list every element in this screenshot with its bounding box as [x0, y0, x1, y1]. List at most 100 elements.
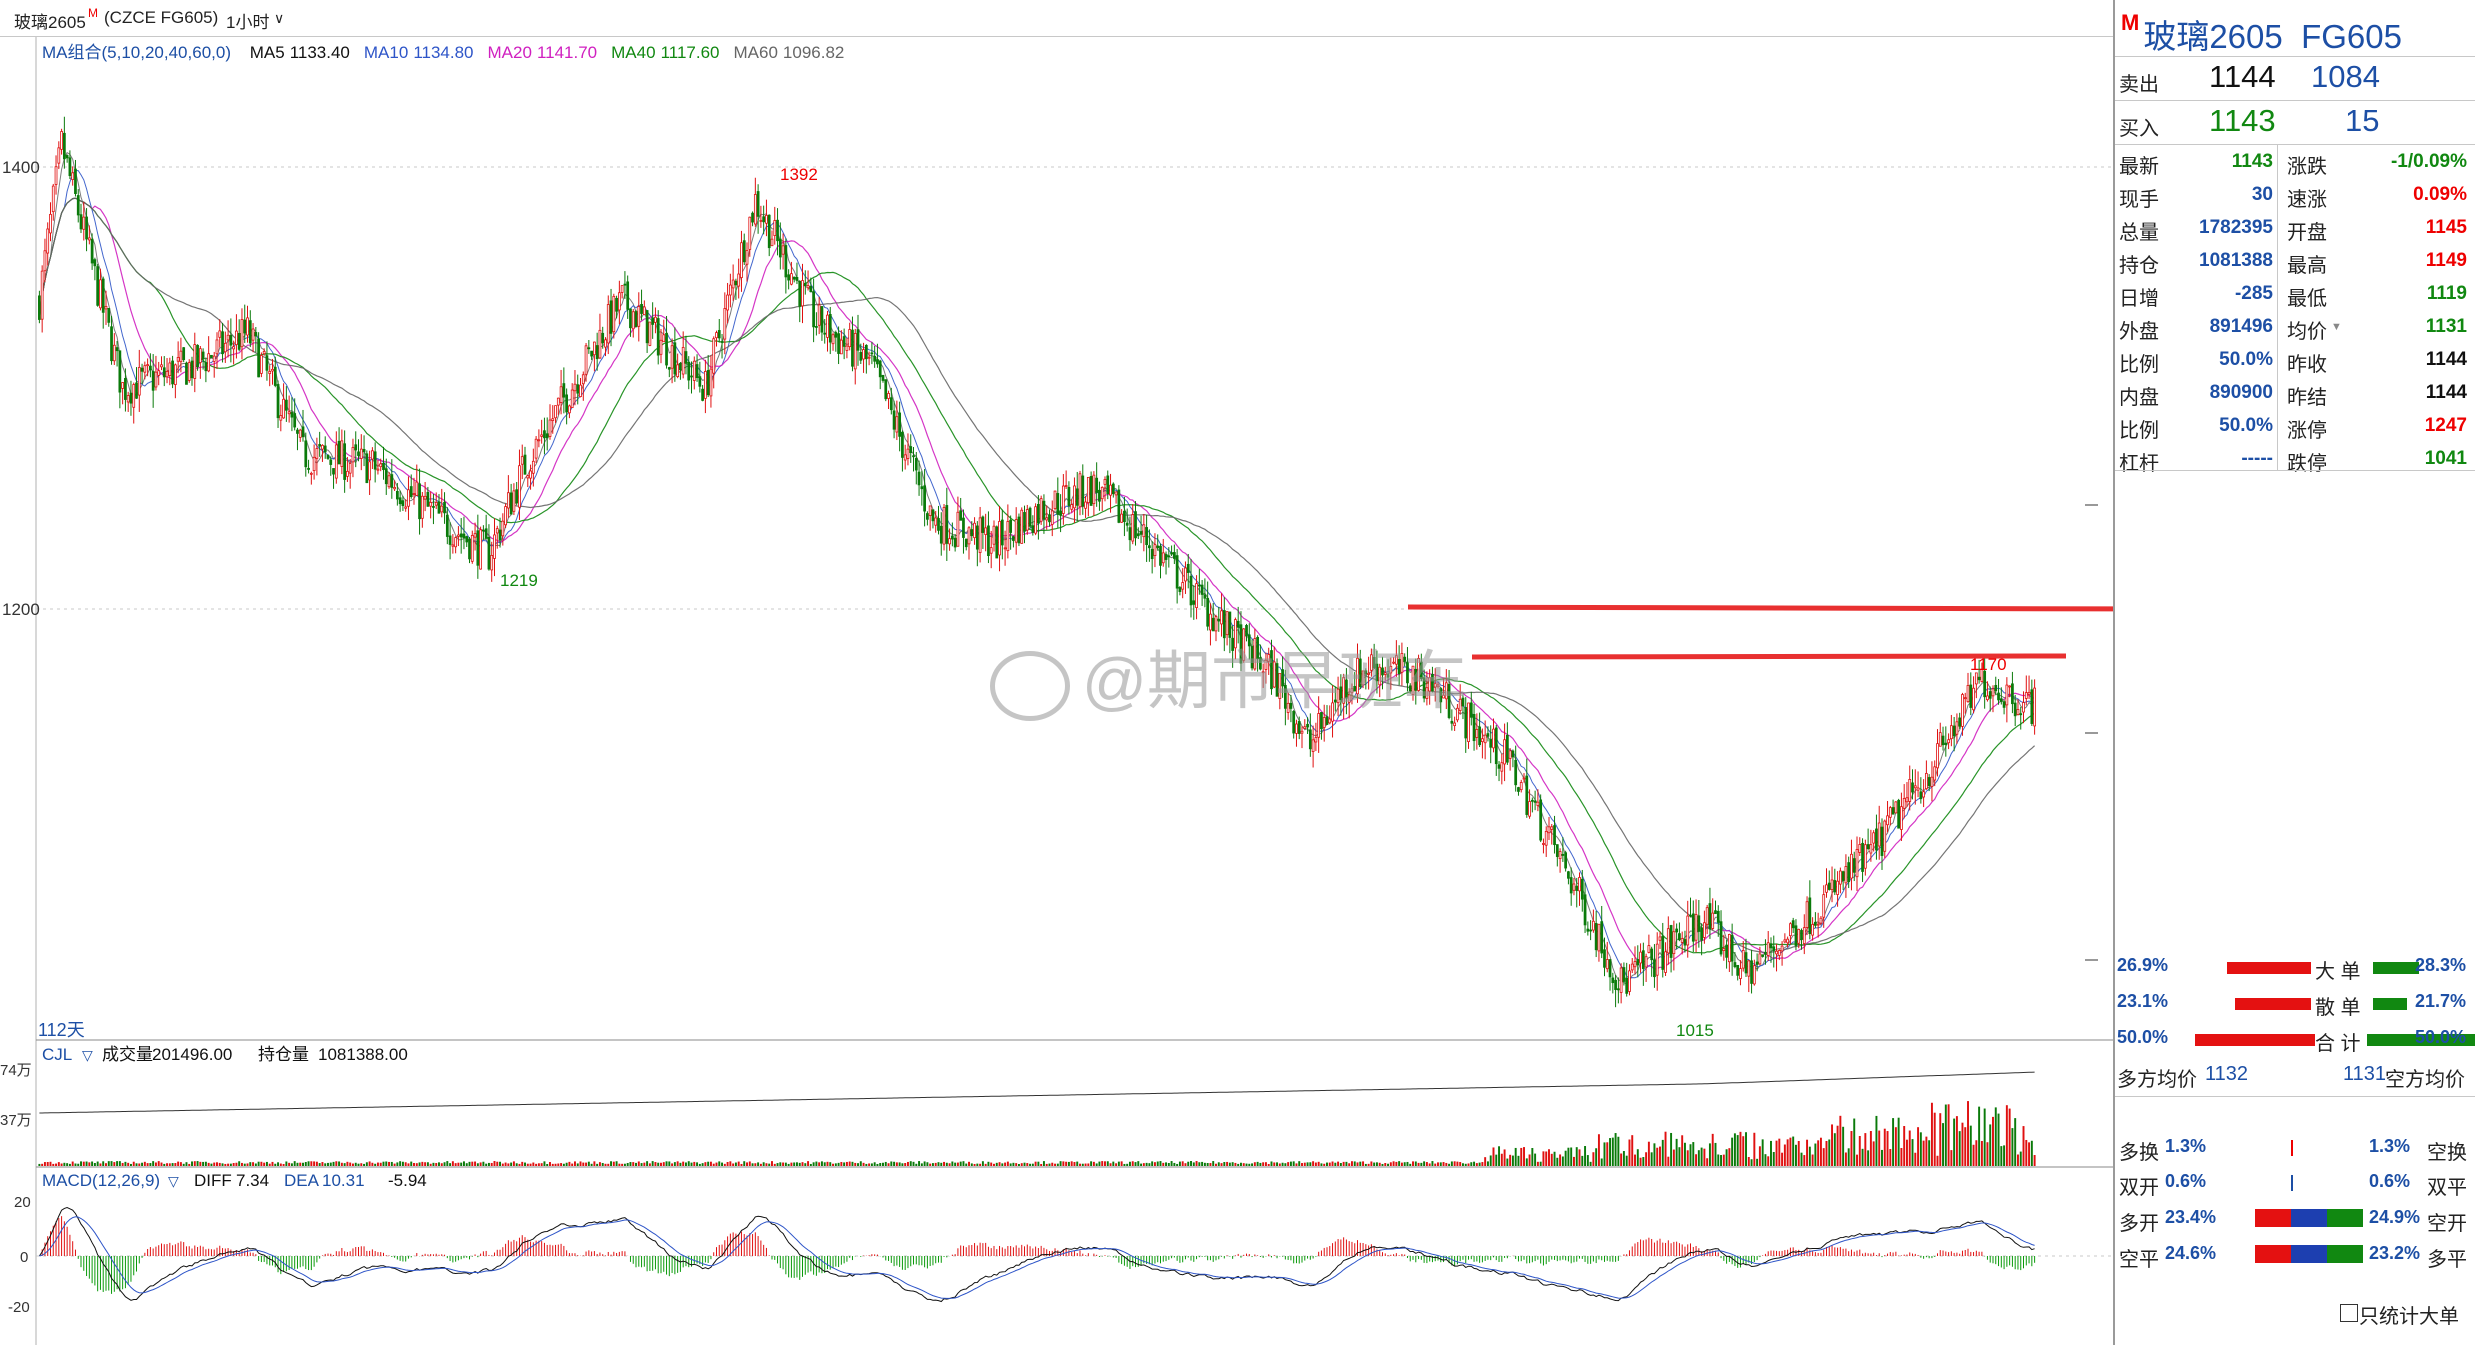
- candle-body: [1689, 914, 1692, 917]
- volume-bar: [1203, 1162, 1206, 1166]
- candle-body: [1988, 691, 1992, 699]
- volume-bar: [1617, 1136, 1620, 1166]
- candle-body: [1006, 521, 1010, 552]
- candle-body: [973, 522, 976, 539]
- kline-chart-area[interactable]: 1400 1200 1392 1219 1170 1015 112天 CJL ▽…: [0, 0, 2113, 1345]
- candle-body: [93, 259, 97, 267]
- volume-label: 成交量: [102, 1045, 153, 1064]
- volume-bar: [274, 1163, 277, 1166]
- volume-bar: [1239, 1162, 1242, 1166]
- candle-body: [326, 454, 330, 459]
- candle-body: [440, 505, 444, 513]
- volume-bar: [1090, 1161, 1093, 1166]
- candle-body: [71, 172, 75, 180]
- candle-body: [129, 392, 133, 404]
- volume-bar: [1126, 1163, 1129, 1166]
- candle-body: [51, 185, 55, 213]
- candle-body: [1203, 594, 1207, 599]
- chevron-down-icon[interactable]: ▼: [2331, 321, 2342, 333]
- volume-bar: [1073, 1161, 1076, 1166]
- volume-bar: [2016, 1154, 2019, 1166]
- candle-body: [1278, 673, 1282, 699]
- ma-group-label[interactable]: MA组合(5,10,20,40,60,0): [42, 43, 231, 62]
- volume-bar: [88, 1162, 91, 1166]
- candle-body: [726, 294, 729, 311]
- candle-body: [1411, 665, 1415, 695]
- candle-body: [307, 467, 310, 470]
- only-big-order-checkbox[interactable]: [2340, 1304, 2358, 1322]
- volume-bar: [551, 1163, 554, 1166]
- candle-body: [1672, 931, 1676, 955]
- candle-body: [1134, 511, 1137, 539]
- candle-body: [756, 191, 760, 217]
- volume-bar: [63, 1162, 66, 1166]
- candle-body: [1128, 527, 1132, 541]
- volume-bar: [1370, 1161, 1373, 1166]
- candle-body: [226, 334, 230, 341]
- volume-bar: [1675, 1138, 1678, 1166]
- candle-body: [437, 501, 441, 514]
- cjl-label[interactable]: CJL: [42, 1045, 72, 1064]
- candle-body: [1586, 928, 1590, 932]
- candle-body: [1888, 807, 1892, 818]
- candle-body: [287, 411, 291, 415]
- chevron-down-icon[interactable]: ▽: [168, 1173, 179, 1189]
- volume-bar: [1600, 1158, 1603, 1166]
- chevron-down-icon[interactable]: ▽: [82, 1047, 93, 1063]
- volume-bar: [1137, 1161, 1140, 1166]
- candle-body: [1522, 777, 1526, 780]
- candle-body: [390, 474, 394, 488]
- volume-bar: [149, 1163, 152, 1166]
- volume-bar: [474, 1161, 477, 1166]
- candle-body: [298, 429, 302, 438]
- volume-bar: [1306, 1162, 1309, 1166]
- candle-body: [1553, 825, 1556, 846]
- candle-body: [1236, 620, 1240, 628]
- flow-green-bar: [2373, 998, 2407, 1010]
- volume-bar: [698, 1163, 701, 1166]
- candle-body: [1852, 858, 1856, 873]
- stat-label: 比例: [2119, 420, 2159, 442]
- volume-bar: [1181, 1161, 1184, 1166]
- candle-body: [337, 440, 341, 465]
- volume-bar: [1045, 1163, 1048, 1166]
- volume-bar: [365, 1162, 368, 1166]
- candle-body: [776, 219, 779, 242]
- volume-bar: [499, 1161, 502, 1166]
- volume-bar: [1159, 1161, 1162, 1166]
- volume-bar: [174, 1163, 177, 1166]
- volume-bar: [1034, 1161, 1037, 1166]
- volume-bar: [1303, 1162, 1306, 1166]
- candle-body: [1880, 826, 1884, 856]
- candle-body: [165, 371, 169, 378]
- candle-body: [1963, 697, 1967, 700]
- candle-body: [651, 317, 655, 325]
- flow-green-bar: [2373, 962, 2419, 974]
- volume-bar: [1037, 1161, 1040, 1166]
- candle-body: [540, 434, 544, 437]
- candle-body: [179, 350, 183, 363]
- candle-body: [1789, 923, 1792, 937]
- candle-body: [715, 332, 718, 339]
- volume-bar: [1106, 1161, 1109, 1166]
- volume-bar: [973, 1163, 976, 1166]
- period-selector[interactable]: 1小时: [226, 13, 270, 32]
- candle-body: [939, 525, 943, 544]
- volume-bar: [390, 1161, 393, 1166]
- instrument-code: (CZCE FG605): [104, 8, 219, 27]
- candle-body: [801, 280, 804, 307]
- volume-bar: [424, 1162, 427, 1166]
- candle-body: [687, 361, 691, 381]
- volume-bar: [845, 1161, 848, 1166]
- candle-body: [864, 344, 868, 360]
- volume-bar: [1947, 1104, 1950, 1166]
- candle-body: [2030, 689, 2034, 724]
- chevron-down-icon[interactable]: ∨: [274, 10, 285, 26]
- volume-bar: [1706, 1158, 1709, 1166]
- volume-bar: [1348, 1163, 1351, 1166]
- volume-bar: [1281, 1162, 1284, 1166]
- macd-label[interactable]: MACD(12,26,9): [42, 1171, 160, 1190]
- volume-bar: [1847, 1148, 1850, 1166]
- volume-bar: [1628, 1139, 1631, 1166]
- stat-label: 开盘: [2287, 222, 2327, 244]
